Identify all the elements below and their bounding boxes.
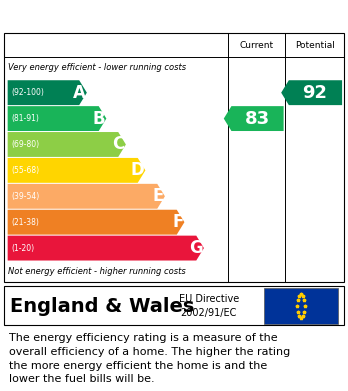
Text: B: B: [93, 109, 105, 127]
Text: EU Directive
2002/91/EC: EU Directive 2002/91/EC: [179, 294, 239, 318]
Text: Potential: Potential: [295, 41, 334, 50]
Polygon shape: [8, 158, 145, 183]
Text: Not energy efficient - higher running costs: Not energy efficient - higher running co…: [8, 267, 185, 276]
Text: D: D: [130, 161, 144, 179]
Polygon shape: [8, 184, 165, 209]
Text: (92-100): (92-100): [12, 88, 45, 97]
Text: G: G: [189, 239, 203, 257]
Text: Energy Efficiency Rating: Energy Efficiency Rating: [9, 7, 230, 23]
Text: E: E: [152, 187, 164, 205]
Text: England & Wales: England & Wales: [10, 296, 195, 316]
Polygon shape: [8, 132, 126, 157]
Text: (81-91): (81-91): [12, 114, 40, 123]
Polygon shape: [224, 106, 284, 131]
Text: 83: 83: [245, 109, 270, 127]
Text: 92: 92: [303, 84, 327, 102]
Text: A: A: [73, 84, 86, 102]
Bar: [264, 288, 338, 324]
Text: The energy efficiency rating is a measure of the
overall efficiency of a home. T: The energy efficiency rating is a measur…: [9, 334, 290, 384]
Text: Very energy efficient - lower running costs: Very energy efficient - lower running co…: [8, 63, 186, 72]
Text: (1-20): (1-20): [12, 244, 35, 253]
Polygon shape: [8, 106, 106, 131]
Polygon shape: [8, 80, 87, 105]
Text: C: C: [113, 135, 125, 154]
Polygon shape: [8, 236, 204, 260]
Polygon shape: [8, 210, 184, 235]
Text: (55-68): (55-68): [12, 166, 40, 175]
Polygon shape: [281, 80, 342, 105]
Text: F: F: [172, 213, 183, 231]
Text: Current: Current: [239, 41, 274, 50]
Text: (39-54): (39-54): [12, 192, 40, 201]
Text: (69-80): (69-80): [12, 140, 40, 149]
Text: (21-38): (21-38): [12, 218, 40, 227]
